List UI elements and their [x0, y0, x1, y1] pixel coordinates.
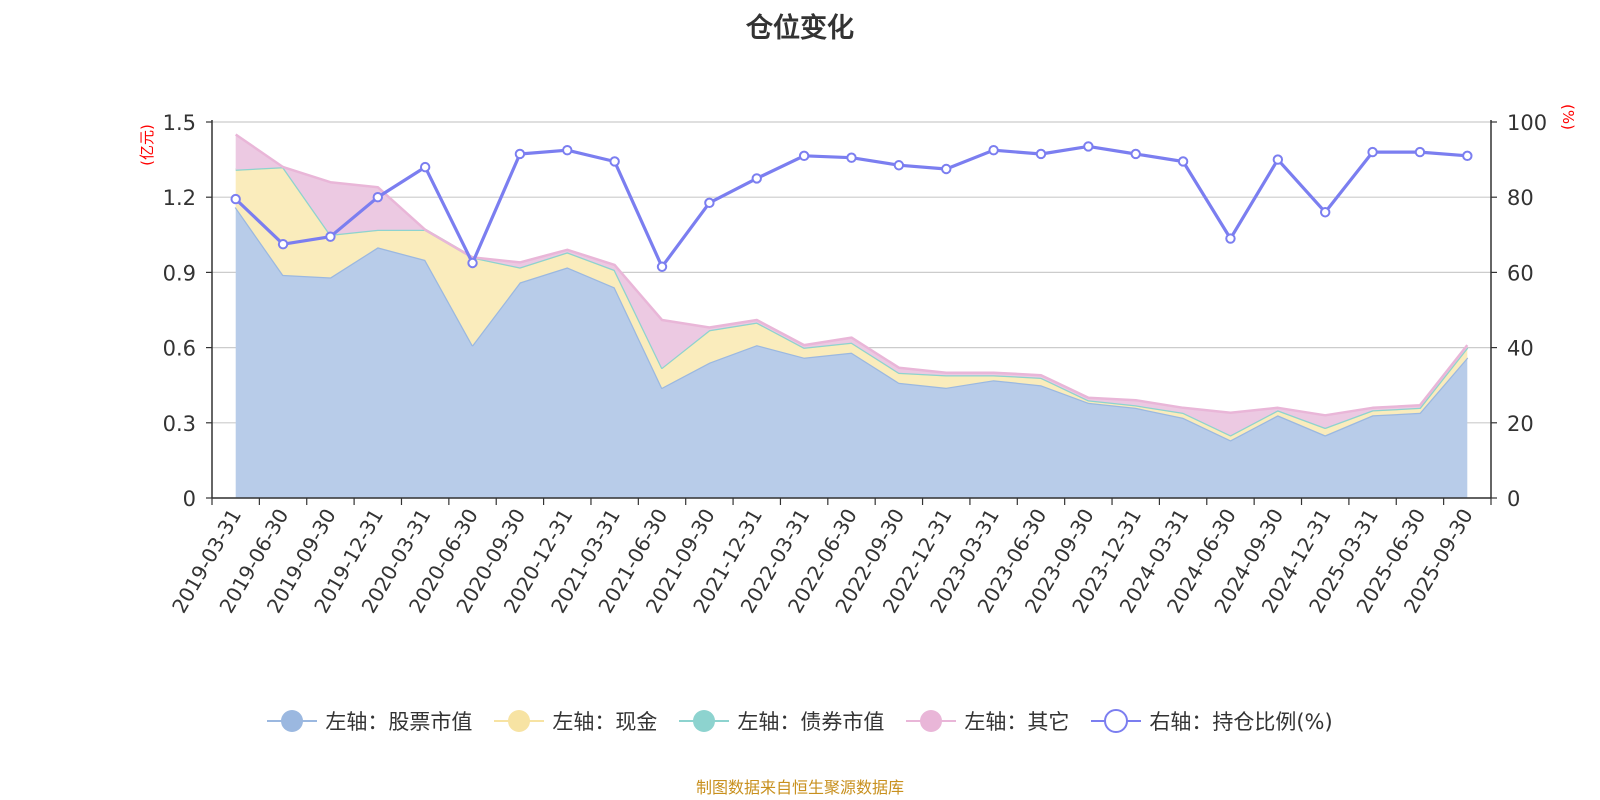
right-axis-tick-label: 100	[1507, 111, 1547, 135]
right-axis-tick-label: 20	[1507, 412, 1534, 436]
stacked-areas	[234, 133, 1469, 498]
legend-swatch-icon	[679, 710, 730, 732]
legend-swatch-icon	[906, 710, 957, 732]
legend-swatch-icon	[1091, 709, 1142, 733]
ratio-point	[514, 148, 526, 160]
ratio-point	[562, 145, 573, 156]
ratio-point	[467, 257, 478, 269]
left-axis-tick-label: 0.9	[163, 261, 196, 285]
data-source-note: 制图数据来自恒生聚源数据库	[695, 778, 904, 797]
ratio-point	[277, 239, 289, 250]
legend-label: 左轴：现金	[552, 710, 658, 734]
legend-label: 右轴：持仓比例(%)	[1149, 710, 1333, 734]
legend-swatch-icon	[267, 710, 318, 732]
ratio-point	[1177, 156, 1189, 167]
legend-label: 左轴：股票市值	[325, 710, 473, 734]
ratio-point	[1320, 207, 1331, 218]
legend-item[interactable]: 左轴：股票市值	[267, 706, 472, 736]
area-edge-左轴：其它	[234, 133, 1469, 417]
chart-title: 仓位变化	[746, 13, 854, 44]
left-axis-tick-label: 0	[183, 487, 196, 511]
ratio-point	[941, 163, 952, 175]
right-axis-tick-label: 0	[1507, 487, 1520, 511]
ratio-point	[704, 197, 715, 209]
right-axis-tick-label: 40	[1507, 337, 1534, 361]
ratio-point	[988, 145, 999, 156]
ratio-line	[230, 141, 1473, 272]
ratio-point	[656, 261, 668, 272]
ratio-point	[1083, 141, 1094, 152]
ratio-point	[1035, 148, 1047, 160]
ratio-point	[846, 152, 857, 163]
ratio-point	[230, 193, 241, 205]
ratio-point	[609, 156, 620, 167]
left-axis-tick-label: 1.2	[163, 186, 196, 210]
right-axis-unit: (%)	[1559, 104, 1577, 130]
right-axis-tick-label: 60	[1507, 261, 1534, 285]
area-左轴：现金	[235, 167, 1468, 441]
left-axis-tick-label: 0.3	[163, 412, 196, 436]
right-axis-tick-label: 80	[1507, 186, 1534, 210]
ratio-point	[1414, 146, 1426, 158]
legend-item[interactable]: 左轴：其它	[906, 706, 1069, 736]
chart-legend: 左轴：股票市值 左轴：现金 左轴：债券市值 左轴：其它 右轴：持仓比例(%)	[0, 706, 1600, 736]
legend-label: 左轴：债券市值	[737, 710, 885, 734]
legend-item[interactable]: 右轴：持仓比例(%)	[1091, 706, 1333, 736]
ratio-point	[893, 160, 905, 171]
legend-label: 左轴：其它	[964, 710, 1070, 734]
ratio-point	[1130, 148, 1141, 160]
legend-item[interactable]: 左轴：债券市值	[679, 706, 884, 736]
left-axis-tick-label: 0.6	[163, 337, 196, 361]
legend-swatch-icon	[494, 710, 545, 732]
area-左轴：股票市值	[235, 207, 1468, 498]
left-axis-tick-label: 1.5	[163, 111, 196, 135]
legend-item[interactable]: 左轴：现金	[494, 706, 657, 736]
left-axis-unit: (亿元)	[138, 124, 156, 166]
ratio-point	[798, 150, 810, 162]
ratio-point	[419, 161, 431, 173]
ratio-point	[1367, 146, 1378, 158]
ratio-point	[1225, 233, 1236, 244]
ratio-point	[372, 192, 383, 203]
ratio-point	[751, 173, 762, 184]
ratio-point	[1272, 154, 1284, 165]
ratio-point	[325, 231, 336, 242]
ratio-point	[1462, 150, 1473, 162]
